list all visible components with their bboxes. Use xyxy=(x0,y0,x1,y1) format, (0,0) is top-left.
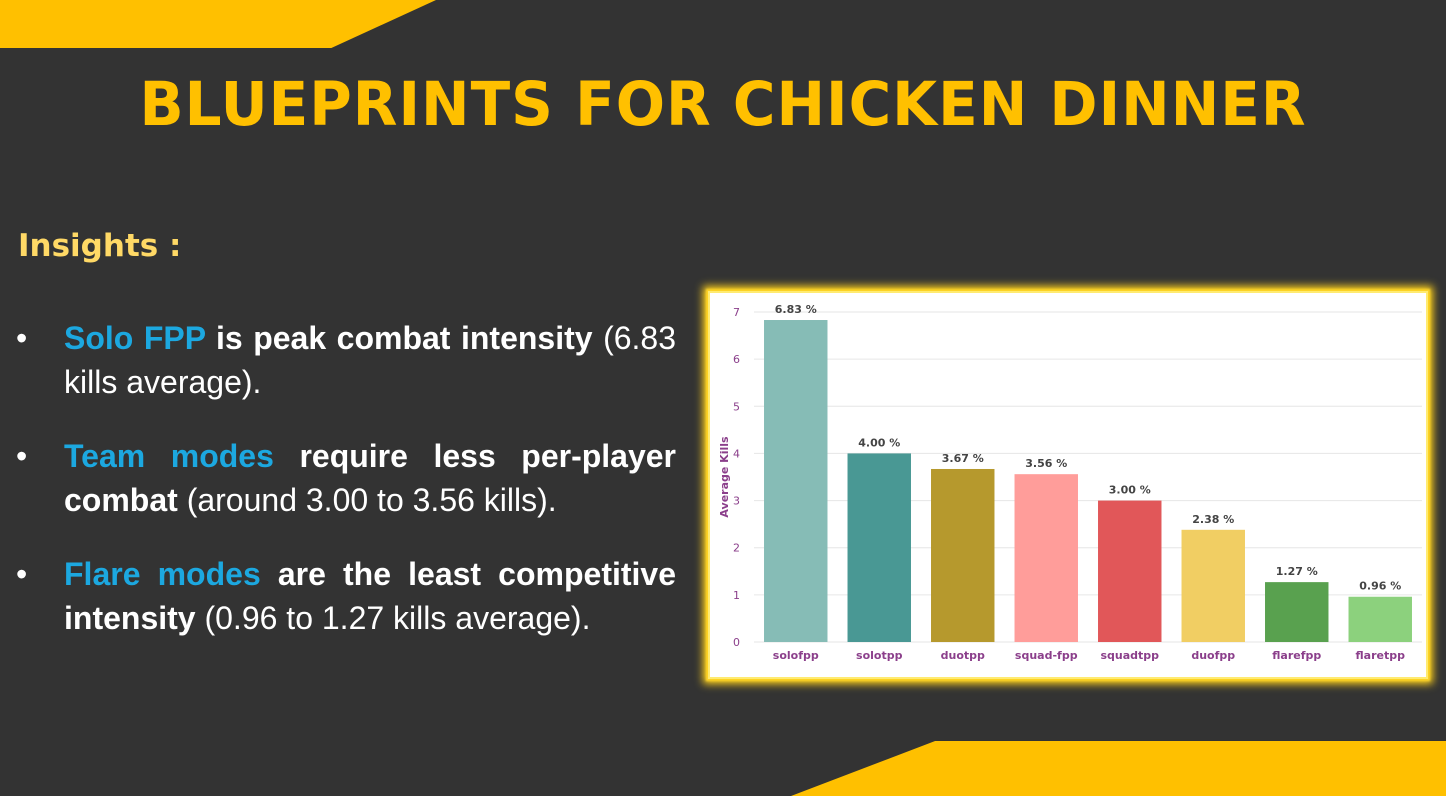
bar-value-label: 0.96 % xyxy=(1359,580,1401,593)
y-tick-label: 6 xyxy=(733,353,740,366)
insight-item: • Solo FPP is peak combat intensity (6.83… xyxy=(16,316,676,404)
bar-value-label: 3.56 % xyxy=(1025,457,1067,470)
bullet-icon: • xyxy=(16,320,28,356)
x-tick-label: duofpp xyxy=(1191,649,1235,662)
insight-bold-text: is peak combat intensity xyxy=(205,320,593,356)
bar xyxy=(764,320,828,642)
bullet-icon: • xyxy=(16,556,28,592)
y-tick-label: 4 xyxy=(733,447,740,460)
insight-detail: (6.83 kills average). xyxy=(64,320,677,400)
bar-value-label: 6.83 % xyxy=(775,303,817,316)
bar-value-label: 4.00 % xyxy=(858,436,900,449)
y-tick-label: 7 xyxy=(733,306,740,319)
insight-detail: (around 3.00 to 3.56 kills). xyxy=(177,482,557,518)
y-tick-label: 5 xyxy=(733,400,740,413)
insight-bold-text: are the least competitive intensity xyxy=(64,556,677,636)
insights-list: • Solo FPP is peak combat intensity (6.83… xyxy=(16,316,676,670)
bar-value-label: 3.67 % xyxy=(942,452,984,465)
bar xyxy=(1014,474,1078,642)
bar xyxy=(1098,500,1162,642)
bar-value-label: 3.00 % xyxy=(1109,484,1151,497)
x-tick-label: squadtpp xyxy=(1100,649,1159,662)
insight-bold-text: require less per-player combat xyxy=(64,438,677,518)
bar-value-label: 2.38 % xyxy=(1192,513,1234,526)
bar xyxy=(1265,582,1329,642)
bar-value-label: 1.27 % xyxy=(1276,565,1318,578)
y-tick-label: 3 xyxy=(733,495,740,508)
y-axis-label: Average Kills xyxy=(718,436,731,518)
y-tick-label: 2 xyxy=(733,542,740,555)
x-tick-label: duotpp xyxy=(941,649,985,662)
bottom-corner-accent xyxy=(791,741,1446,796)
chart-panel: 0 1 2 3 4 5 6 7 Average Kills 6.83 % solofpp 4.00 %… xyxy=(708,291,1428,679)
insights-heading: Insights : xyxy=(18,228,182,264)
x-tick-label: solofpp xyxy=(773,649,819,662)
insight-detail: (0.96 to 1.27 kills average). xyxy=(195,600,591,636)
bullet-icon: • xyxy=(16,438,28,474)
insight-item: • Flare modes are the least competitive i… xyxy=(16,552,676,640)
bar xyxy=(931,468,995,642)
slide-title: BLUEPRINTS FOR CHICKEN DINNER xyxy=(139,68,1307,140)
bar xyxy=(847,453,911,642)
bar xyxy=(1348,596,1412,642)
x-tick-label: flaretpp xyxy=(1356,649,1406,662)
insight-highlight: Solo FPP xyxy=(64,320,206,356)
y-tick-label: 1 xyxy=(733,589,740,602)
insight-highlight: Flare modes xyxy=(64,556,261,592)
y-tick-label: 0 xyxy=(733,636,740,649)
bar xyxy=(1181,529,1245,642)
top-corner-accent xyxy=(0,0,436,48)
x-tick-label: flarefpp xyxy=(1272,649,1321,662)
x-tick-label: solotpp xyxy=(856,649,903,662)
insight-highlight: Team modes xyxy=(64,438,274,474)
x-tick-label: squad-fpp xyxy=(1015,649,1078,662)
insight-item: • Team modes require less per-player comb… xyxy=(16,434,676,522)
bar-chart: 0 1 2 3 4 5 6 7 Average Kills 6.83 % solofpp 4.00 %… xyxy=(718,303,1422,662)
